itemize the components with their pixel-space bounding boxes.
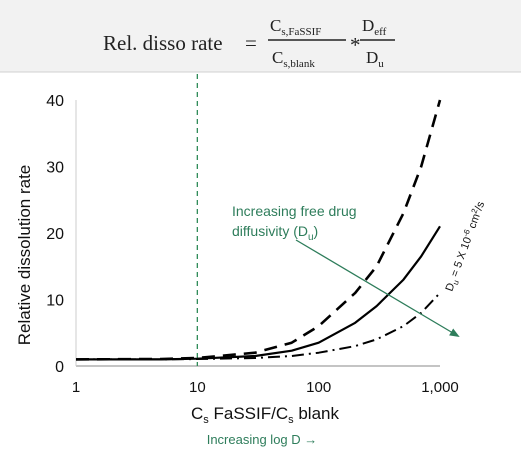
frac2-numerator: Deff [362,16,387,38]
x-tick-label: 100 [306,379,331,396]
annotation: Increasing free drug diffusivity (Du) [232,203,357,243]
x-axis-sublabel: Increasing log D → [207,432,318,447]
formula-times: * [350,33,361,57]
x-axis-label: Cs FaSSIF/Cs blank [191,404,340,426]
y-tick-label: 40 [46,93,64,110]
frac1-numerator: Cs,FaSSIF [270,16,321,38]
x-tick-labels: 1 10 100 1,000 [72,379,459,396]
x-tick-label: 10 [189,379,206,396]
y-axis-label: Relative dissolution rate [15,165,34,345]
axes [75,100,440,367]
series-line-solid [76,225,441,361]
y-tick-label: 30 [46,160,64,177]
formula-equals: = [245,31,257,55]
annotation-line2: diffusivity (Du) [232,223,318,243]
frac1-denominator: Cs,blank [272,48,315,70]
y-tick-label: 20 [46,226,64,243]
y-tick-labels: 0 10 20 30 40 [46,93,64,376]
formula-lhs: Rel. disso rate [103,31,223,55]
y-tick-label: 0 [55,359,64,376]
y-tick-label: 10 [46,293,64,310]
annotation-arrow [295,239,460,338]
frac2-denominator: Du [366,48,384,70]
x-tick-label: 1,000 [421,379,459,396]
x-tick-label: 1 [72,379,80,396]
formula-header [0,0,521,72]
formula: Rel. disso rate = Cs,FaSSIF Cs,blank * D… [103,16,395,70]
curve-label: Du = 5 X 10-6 cm2/s [442,199,490,294]
series-line-dashdot [76,292,441,361]
annotation-line1: Increasing free drug [232,203,357,219]
series-curves [75,99,442,361]
